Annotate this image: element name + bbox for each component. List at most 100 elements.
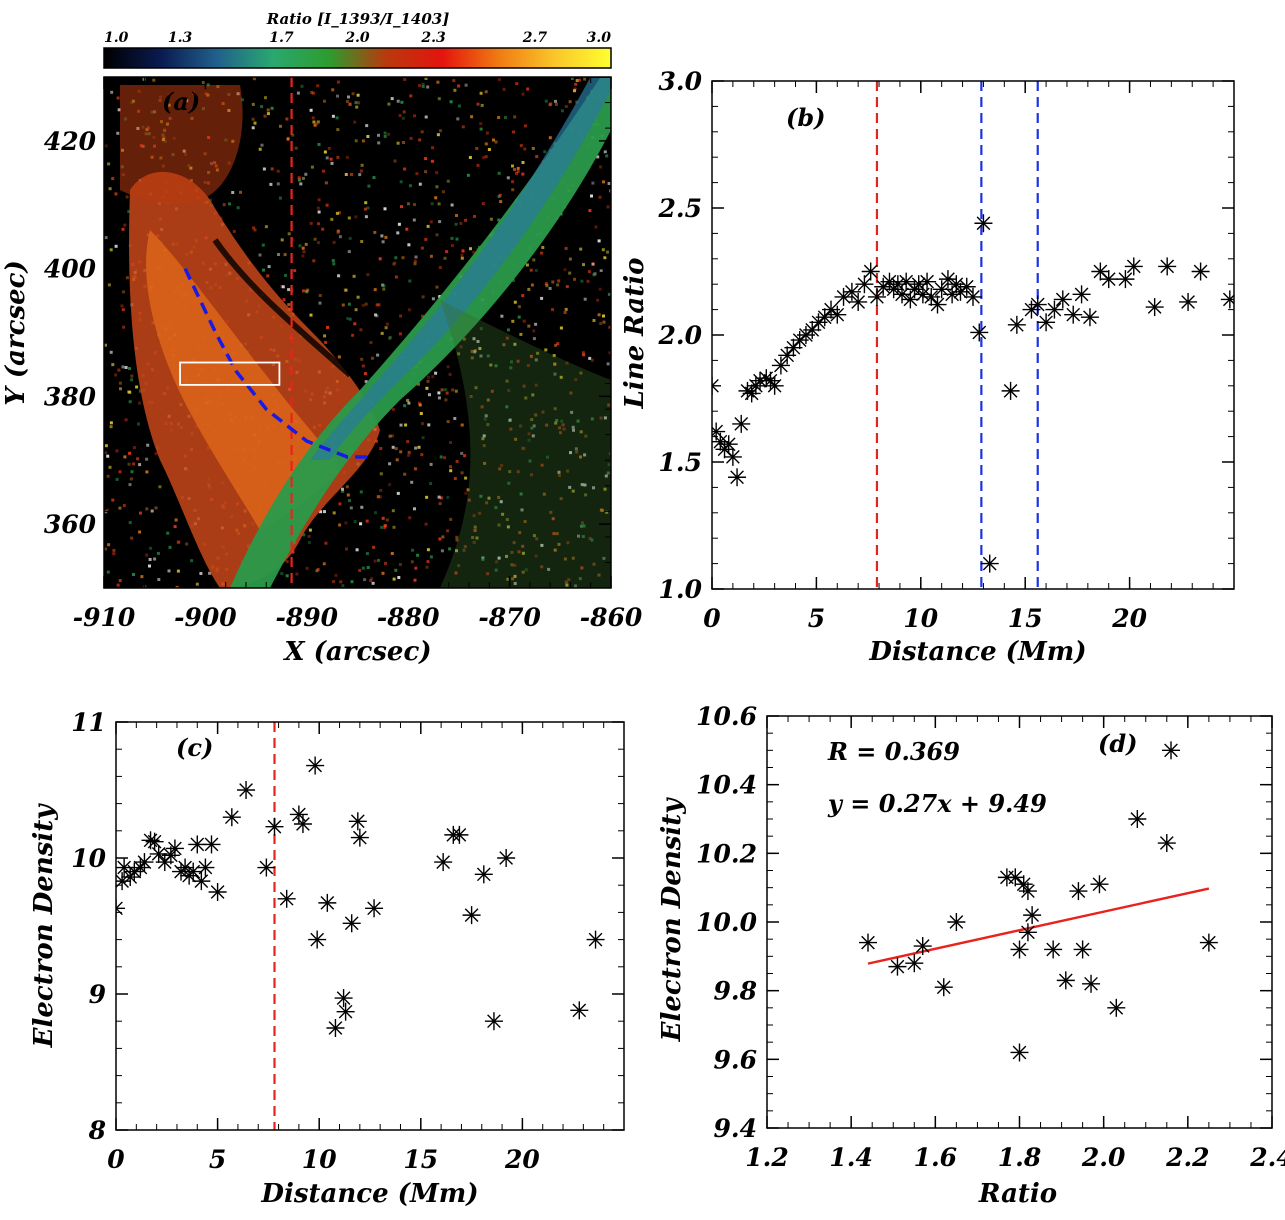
data-point <box>257 858 276 877</box>
noise-pixel <box>579 430 583 434</box>
noise-pixel <box>407 450 411 454</box>
noise-pixel <box>354 101 358 105</box>
noise-pixel <box>506 176 510 180</box>
noise-pixel <box>457 352 461 356</box>
noise-pixel <box>558 474 561 477</box>
data-point <box>145 832 164 851</box>
noise-pixel <box>121 227 125 231</box>
data-point <box>723 447 742 466</box>
panel-b-label: (b) <box>786 103 826 132</box>
noise-pixel <box>406 440 410 444</box>
x-tick-label: 20 <box>504 1145 540 1174</box>
noise-pixel <box>492 138 495 142</box>
noise-pixel <box>222 203 226 207</box>
noise-pixel <box>313 237 317 241</box>
noise-pixel <box>549 510 553 514</box>
noise-pixel <box>425 565 429 569</box>
data-point <box>934 978 953 997</box>
noise-pixel <box>322 562 326 566</box>
noise-pixel <box>513 574 517 578</box>
noise-pixel <box>335 116 339 120</box>
noise-pixel <box>540 543 544 547</box>
noise-pixel <box>310 91 314 94</box>
noise-pixel <box>522 447 526 451</box>
noise-pixel <box>506 525 510 529</box>
data-point <box>1128 810 1147 828</box>
noise-pixel <box>285 560 289 564</box>
noise-pixel <box>579 371 583 375</box>
x-tick-label: 0 <box>703 604 721 633</box>
noise-pixel <box>480 405 484 409</box>
noise-pixel <box>355 105 359 109</box>
noise-pixel <box>580 566 584 570</box>
noise-pixel <box>293 269 297 273</box>
noise-pixel <box>232 229 236 233</box>
noise-pixel <box>370 576 374 580</box>
panel-c-xlabel: Distance (Mm) <box>260 1179 478 1209</box>
data-point <box>796 326 815 344</box>
noise-pixel <box>516 359 520 363</box>
noise-pixel <box>150 509 154 513</box>
noise-pixel <box>413 467 417 471</box>
noise-pixel <box>391 509 395 513</box>
panel-c-points <box>116 756 605 1037</box>
noise-pixel <box>543 150 547 154</box>
noise-pixel <box>281 285 285 289</box>
noise-pixel <box>116 583 120 587</box>
noise-pixel <box>260 105 264 109</box>
noise-pixel <box>286 137 290 141</box>
noise-pixel <box>464 218 468 222</box>
noise-pixel <box>323 510 326 514</box>
noise-pixel <box>436 80 440 84</box>
noise-pixel <box>387 132 391 136</box>
noise-pixel <box>145 507 149 511</box>
noise-pixel <box>602 320 606 324</box>
noise-pixel <box>270 167 274 171</box>
noise-pixel <box>602 556 606 560</box>
noise-pixel <box>156 551 160 555</box>
noise-pixel <box>521 544 525 548</box>
noise-pixel <box>481 202 485 206</box>
noise-pixel <box>369 341 373 345</box>
noise-pixel <box>262 268 265 272</box>
noise-pixel <box>565 285 569 289</box>
y-tick-label: 380 <box>44 382 97 411</box>
noise-pixel <box>464 491 468 495</box>
panel-d-background <box>767 716 1272 1128</box>
panel-d-points <box>859 741 1218 1062</box>
noise-pixel <box>481 437 485 441</box>
noise-pixel <box>599 416 603 420</box>
noise-pixel <box>576 419 580 423</box>
noise-pixel <box>425 495 429 499</box>
noise-pixel <box>383 207 387 211</box>
noise-pixel <box>104 343 107 347</box>
noise-pixel <box>574 378 578 382</box>
noise-pixel <box>437 495 441 499</box>
data-point <box>277 889 296 908</box>
noise-pixel <box>413 578 417 582</box>
noise-pixel <box>487 148 491 151</box>
noise-pixel <box>540 251 544 255</box>
noise-pixel <box>382 284 386 288</box>
noise-pixel <box>568 271 572 275</box>
panel-c-label: (c) <box>176 733 213 762</box>
noise-pixel <box>507 389 511 392</box>
noise-pixel <box>280 572 284 575</box>
data-point <box>918 272 937 291</box>
noise-pixel <box>341 490 345 493</box>
x-tick-label: 10 <box>903 604 938 633</box>
noise-pixel <box>517 315 521 319</box>
noise-pixel <box>176 540 180 544</box>
noise-pixel <box>521 551 525 555</box>
noise-pixel <box>263 114 267 118</box>
noise-pixel <box>501 512 505 516</box>
noise-pixel <box>185 542 189 546</box>
noise-pixel <box>484 155 488 159</box>
noise-pixel <box>426 224 430 228</box>
panel-d-ylabel: Electron Density <box>657 797 687 1043</box>
noise-pixel <box>513 115 517 119</box>
colorbar-tick-label: 1.0 <box>104 30 129 46</box>
noise-pixel <box>410 560 414 564</box>
noise-pixel <box>286 136 290 140</box>
noise-pixel <box>599 322 603 325</box>
